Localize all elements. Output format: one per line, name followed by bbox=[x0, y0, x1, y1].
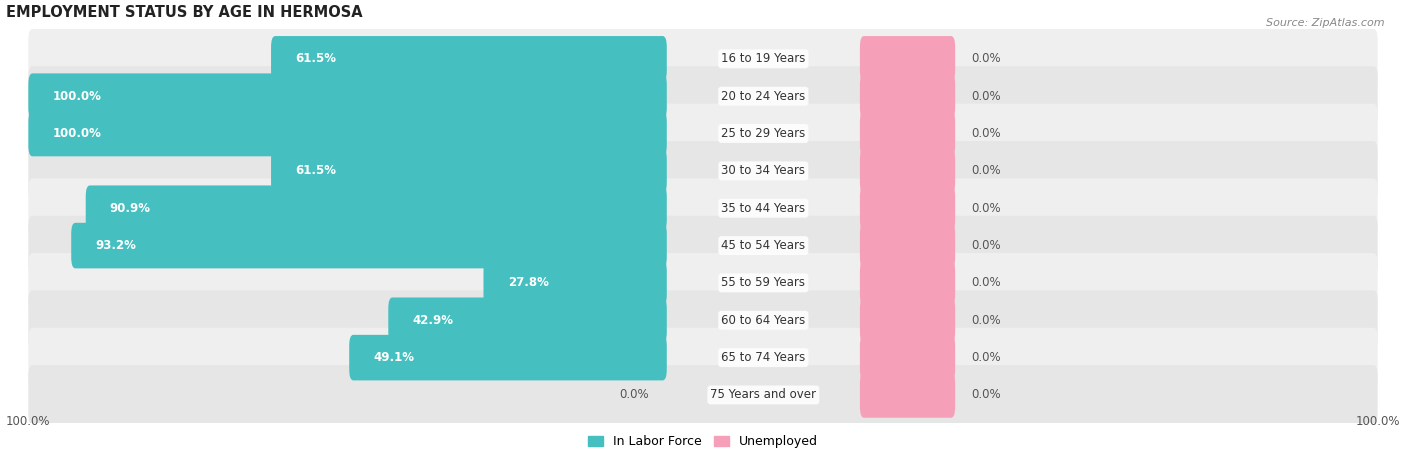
FancyBboxPatch shape bbox=[28, 73, 666, 119]
FancyBboxPatch shape bbox=[72, 223, 666, 268]
Text: 93.2%: 93.2% bbox=[96, 239, 136, 252]
FancyBboxPatch shape bbox=[271, 148, 666, 194]
Text: 65 to 74 Years: 65 to 74 Years bbox=[721, 351, 806, 364]
Text: 0.0%: 0.0% bbox=[972, 351, 1001, 364]
FancyBboxPatch shape bbox=[860, 223, 955, 268]
Text: 100.0%: 100.0% bbox=[52, 127, 101, 140]
Text: 0.0%: 0.0% bbox=[972, 90, 1001, 103]
Text: 0.0%: 0.0% bbox=[972, 314, 1001, 327]
Text: 100.0%: 100.0% bbox=[6, 415, 51, 428]
FancyBboxPatch shape bbox=[28, 365, 1378, 425]
FancyBboxPatch shape bbox=[28, 216, 1378, 275]
FancyBboxPatch shape bbox=[860, 73, 955, 119]
Text: 45 to 54 Years: 45 to 54 Years bbox=[721, 239, 806, 252]
Text: 30 to 34 Years: 30 to 34 Years bbox=[721, 164, 806, 177]
Text: 60 to 64 Years: 60 to 64 Years bbox=[721, 314, 806, 327]
FancyBboxPatch shape bbox=[28, 328, 1378, 387]
FancyBboxPatch shape bbox=[28, 29, 1378, 89]
FancyBboxPatch shape bbox=[860, 36, 955, 81]
Text: 42.9%: 42.9% bbox=[412, 314, 454, 327]
Legend: In Labor Force, Unemployed: In Labor Force, Unemployed bbox=[588, 436, 818, 448]
Text: 100.0%: 100.0% bbox=[52, 90, 101, 103]
Text: 0.0%: 0.0% bbox=[972, 388, 1001, 401]
FancyBboxPatch shape bbox=[860, 297, 955, 343]
Text: 35 to 44 Years: 35 to 44 Years bbox=[721, 202, 806, 215]
FancyBboxPatch shape bbox=[860, 111, 955, 156]
Text: Source: ZipAtlas.com: Source: ZipAtlas.com bbox=[1267, 18, 1385, 28]
FancyBboxPatch shape bbox=[28, 141, 1378, 201]
Text: 0.0%: 0.0% bbox=[972, 52, 1001, 65]
Text: EMPLOYMENT STATUS BY AGE IN HERMOSA: EMPLOYMENT STATUS BY AGE IN HERMOSA bbox=[6, 4, 363, 20]
Text: 0.0%: 0.0% bbox=[972, 239, 1001, 252]
FancyBboxPatch shape bbox=[28, 178, 1378, 238]
FancyBboxPatch shape bbox=[860, 185, 955, 231]
Text: 49.1%: 49.1% bbox=[374, 351, 415, 364]
FancyBboxPatch shape bbox=[28, 290, 1378, 350]
Text: 0.0%: 0.0% bbox=[620, 388, 650, 401]
FancyBboxPatch shape bbox=[28, 66, 1378, 126]
FancyBboxPatch shape bbox=[86, 185, 666, 231]
Text: 16 to 19 Years: 16 to 19 Years bbox=[721, 52, 806, 65]
Text: 0.0%: 0.0% bbox=[972, 202, 1001, 215]
FancyBboxPatch shape bbox=[28, 104, 1378, 163]
Text: 20 to 24 Years: 20 to 24 Years bbox=[721, 90, 806, 103]
Text: 75 Years and over: 75 Years and over bbox=[710, 388, 817, 401]
Text: 0.0%: 0.0% bbox=[972, 164, 1001, 177]
FancyBboxPatch shape bbox=[860, 148, 955, 194]
FancyBboxPatch shape bbox=[349, 335, 666, 380]
Text: 27.8%: 27.8% bbox=[508, 276, 548, 289]
FancyBboxPatch shape bbox=[860, 335, 955, 380]
Text: 61.5%: 61.5% bbox=[295, 52, 336, 65]
FancyBboxPatch shape bbox=[860, 260, 955, 306]
Text: 0.0%: 0.0% bbox=[972, 276, 1001, 289]
Text: 90.9%: 90.9% bbox=[110, 202, 150, 215]
Text: 25 to 29 Years: 25 to 29 Years bbox=[721, 127, 806, 140]
FancyBboxPatch shape bbox=[484, 260, 666, 306]
FancyBboxPatch shape bbox=[388, 297, 666, 343]
Text: 100.0%: 100.0% bbox=[1355, 415, 1400, 428]
FancyBboxPatch shape bbox=[860, 372, 955, 418]
FancyBboxPatch shape bbox=[28, 111, 666, 156]
FancyBboxPatch shape bbox=[28, 253, 1378, 313]
Text: 55 to 59 Years: 55 to 59 Years bbox=[721, 276, 806, 289]
Text: 61.5%: 61.5% bbox=[295, 164, 336, 177]
FancyBboxPatch shape bbox=[271, 36, 666, 81]
Text: 0.0%: 0.0% bbox=[972, 127, 1001, 140]
